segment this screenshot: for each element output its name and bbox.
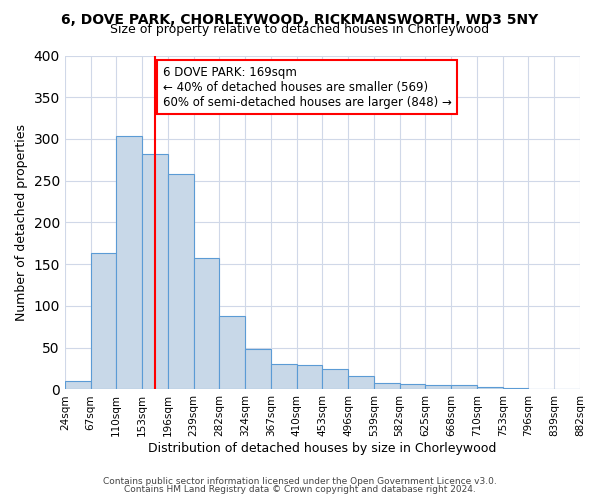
Bar: [168, 174, 194, 390]
Bar: [116, 136, 142, 390]
Y-axis label: Number of detached properties: Number of detached properties: [15, 124, 28, 321]
Bar: [451, 386, 477, 390]
Bar: [529, 388, 554, 390]
Text: 6 DOVE PARK: 169sqm
← 40% of detached houses are smaller (569)
60% of semi-detac: 6 DOVE PARK: 169sqm ← 40% of detached ho…: [163, 66, 452, 108]
Text: Contains public sector information licensed under the Open Government Licence v3: Contains public sector information licen…: [103, 477, 497, 486]
Bar: [65, 381, 91, 390]
Bar: [400, 384, 425, 390]
Bar: [374, 383, 400, 390]
Bar: [245, 350, 271, 390]
Bar: [322, 370, 348, 390]
Bar: [142, 154, 168, 390]
Bar: [503, 388, 529, 390]
Text: Contains HM Land Registry data © Crown copyright and database right 2024.: Contains HM Land Registry data © Crown c…: [124, 485, 476, 494]
X-axis label: Distribution of detached houses by size in Chorleywood: Distribution of detached houses by size …: [148, 442, 497, 455]
Bar: [91, 254, 116, 390]
Bar: [271, 364, 296, 390]
Text: 6, DOVE PARK, CHORLEYWOOD, RICKMANSWORTH, WD3 5NY: 6, DOVE PARK, CHORLEYWOOD, RICKMANSWORTH…: [61, 12, 539, 26]
Text: Size of property relative to detached houses in Chorleywood: Size of property relative to detached ho…: [110, 22, 490, 36]
Bar: [554, 388, 580, 390]
Bar: [425, 386, 451, 390]
Bar: [220, 316, 245, 390]
Bar: [348, 376, 374, 390]
Bar: [296, 365, 322, 390]
Bar: [194, 258, 220, 390]
Bar: [477, 387, 503, 390]
